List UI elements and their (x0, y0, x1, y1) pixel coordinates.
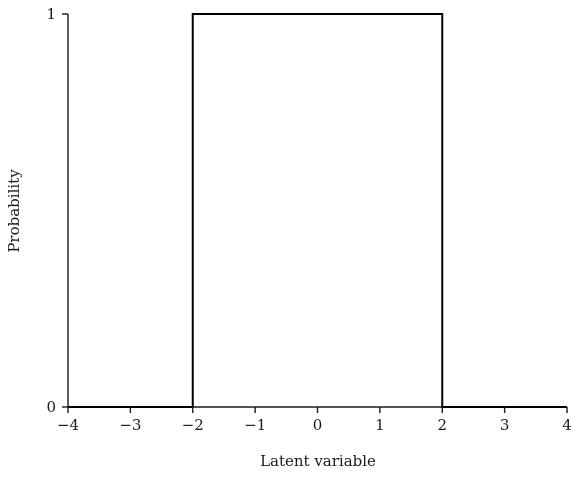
plot-area (67, 13, 567, 408)
uniform-distribution-line (68, 13, 567, 408)
x-tick-label: −3 (119, 416, 141, 434)
y-tick-label: 0 (46, 398, 56, 416)
x-tick-label: 4 (562, 416, 571, 434)
x-tick-label: 3 (500, 416, 510, 434)
x-tick-label: 1 (375, 416, 385, 434)
y-axis-ticks: 01 (46, 5, 68, 416)
x-tick-label: −4 (57, 416, 79, 434)
y-axis-title: Probability (5, 169, 23, 253)
x-tick-label: 0 (313, 416, 323, 434)
x-tick-label: −2 (182, 416, 204, 434)
x-tick-label: −1 (244, 416, 266, 434)
y-tick-label: 1 (46, 5, 56, 23)
x-axis-ticks: −4 −3 −2 −1 0 1 2 3 4 (57, 407, 571, 434)
x-tick-label: 2 (437, 416, 447, 434)
x-axis-title: Latent variable (260, 452, 376, 470)
